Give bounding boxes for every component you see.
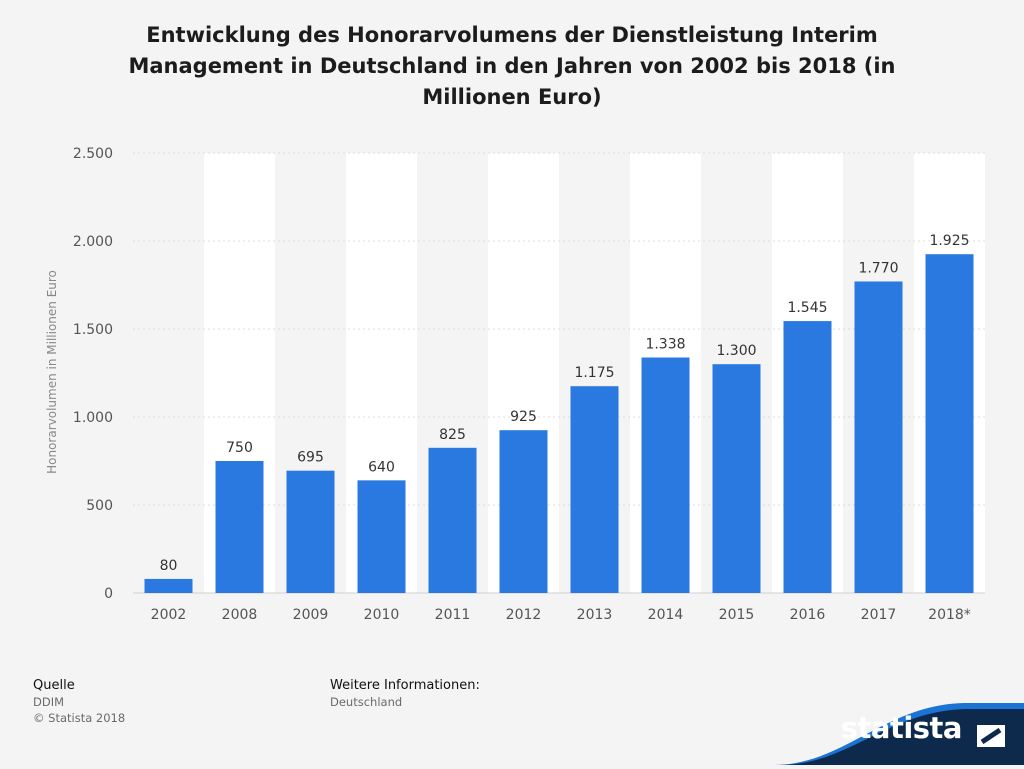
source-heading: Quelle	[33, 678, 75, 693]
value-label: 695	[297, 450, 324, 466]
value-label: 1.300	[716, 343, 756, 359]
statista-logo[interactable]: statista	[774, 697, 1024, 765]
source-name[interactable]: DDIM	[33, 695, 65, 709]
x-tick-label: 2009	[293, 607, 329, 623]
bar[interactable]	[215, 461, 264, 593]
x-tick-label: 2015	[719, 607, 755, 623]
value-label: 80	[160, 558, 178, 574]
bar[interactable]	[286, 470, 335, 593]
x-tick-label: 2016	[790, 607, 826, 623]
bar[interactable]	[570, 386, 619, 593]
logo-shape	[774, 703, 1024, 765]
x-tick-label: 2017	[861, 607, 897, 623]
chart-title: Entwicklung des Honorarvolumens der Dien…	[128, 23, 896, 109]
x-tick-label: 2002	[151, 607, 187, 623]
x-tick-label: 2011	[435, 607, 471, 623]
bar[interactable]	[499, 430, 548, 593]
x-tick-label: 2010	[364, 607, 400, 623]
y-tick-label: 0	[104, 586, 113, 602]
bar[interactable]	[854, 281, 903, 593]
bar[interactable]	[428, 447, 477, 593]
x-tick-label: 2018*	[928, 607, 971, 623]
value-label: 1.338	[645, 337, 685, 353]
info-heading: Weitere Informationen:	[330, 678, 480, 693]
gridlines	[133, 152, 985, 594]
y-axis-label: Honorarvolumen in Millionen Euro	[45, 270, 59, 474]
value-label: 640	[368, 459, 395, 475]
value-label: 1.175	[574, 365, 614, 381]
y-tick-label: 500	[86, 498, 113, 514]
value-label: 1.770	[858, 260, 898, 276]
copyright: © Statista 2018	[33, 711, 126, 725]
bar[interactable]	[641, 357, 690, 593]
x-axis-ticks: 2002 2008 2009 2010 2011 2012 2013 2014 2015 2016…	[151, 607, 971, 623]
bar[interactable]	[357, 480, 406, 593]
info-value: Deutschland	[330, 695, 403, 709]
value-label: 1.925	[929, 233, 969, 249]
x-tick-label: 2013	[577, 607, 613, 623]
y-axis-ticks: 0 500 1.000 1.500 2.000 2.500	[73, 146, 113, 602]
value-label: 825	[439, 427, 466, 443]
value-label: 1.545	[787, 300, 827, 316]
bar[interactable]	[144, 578, 193, 593]
x-tick-label: 2014	[648, 607, 684, 623]
source-block: Quelle DDIM © Statista 2018	[33, 678, 125, 726]
bar[interactable]	[925, 254, 974, 593]
y-tick-label: 1.500	[73, 322, 113, 338]
bar-chart: 0 500 1.000 1.500 2.000 2.500 80 750 695 640 825 9…	[45, 146, 985, 623]
value-label: 925	[510, 409, 537, 425]
bars	[144, 254, 974, 593]
info-block: Weitere Informationen: Deutschland	[330, 678, 480, 710]
value-label: 750	[226, 440, 253, 456]
y-tick-label: 2.500	[73, 146, 113, 162]
bar[interactable]	[712, 364, 761, 593]
y-tick-label: 1.000	[73, 410, 113, 426]
statista-icon	[977, 725, 1005, 747]
bar[interactable]	[783, 321, 832, 593]
x-tick-label: 2008	[222, 607, 258, 623]
y-tick-label: 2.000	[73, 234, 113, 250]
brand-name: statista	[840, 711, 963, 745]
x-tick-label: 2012	[506, 607, 542, 623]
value-labels: 80 750 695 640 825 925 1.175 1.338 1.300 1.545 1.7…	[160, 233, 970, 574]
